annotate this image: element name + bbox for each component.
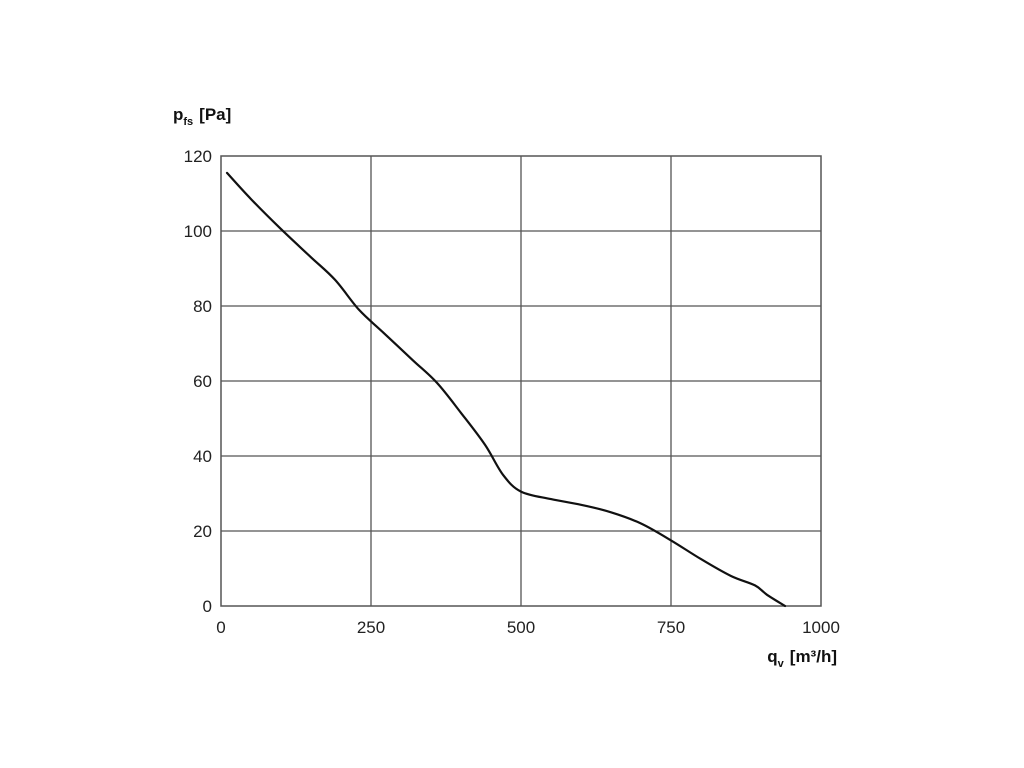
x-tick-label: 1000 [802, 618, 840, 637]
x-axis-symbol: q [767, 647, 777, 666]
x-axis-title: qv [m³/h] [767, 647, 837, 670]
y-tick-label: 20 [193, 522, 212, 541]
y-tick-label: 60 [193, 372, 212, 391]
x-tick-label: 250 [357, 618, 385, 637]
x-axis-unit: [m³/h] [790, 647, 837, 666]
y-axis-title: pfs [Pa] [173, 105, 231, 128]
x-tick-label: 500 [507, 618, 535, 637]
y-tick-label: 100 [184, 222, 212, 241]
x-tick-labels: 0 250 500 750 1000 [216, 618, 840, 637]
y-axis-symbol: p [173, 105, 183, 124]
y-axis-subscript: fs [183, 116, 193, 128]
y-axis-unit: [Pa] [199, 105, 231, 124]
y-tick-label: 80 [193, 297, 212, 316]
x-axis-subscript: v [778, 658, 785, 670]
grid-lines [221, 156, 821, 606]
x-tick-label: 0 [216, 618, 225, 637]
y-tick-label: 40 [193, 447, 212, 466]
y-tick-labels: 0 20 40 60 80 100 120 [184, 147, 212, 616]
pressure-flow-curve [225, 171, 787, 608]
y-tick-label: 120 [184, 147, 212, 166]
y-tick-label: 0 [203, 597, 212, 616]
plot-frame [220, 155, 822, 607]
x-tick-label: 750 [657, 618, 685, 637]
